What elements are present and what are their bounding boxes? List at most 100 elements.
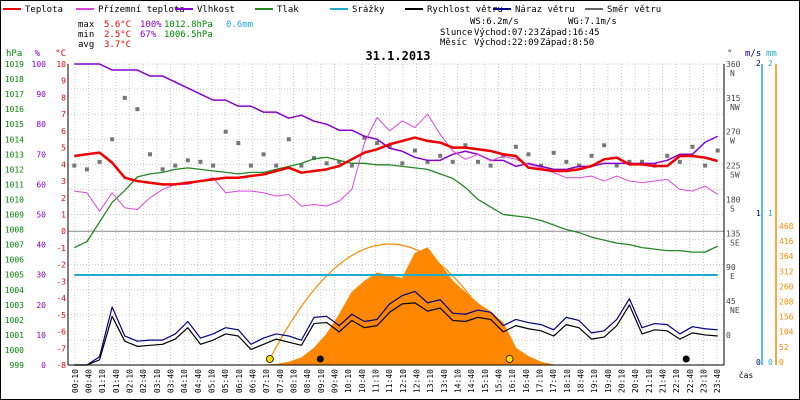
legend-label: Náraz větru <box>515 5 575 15</box>
wind-dir-point <box>223 129 228 134</box>
stats-rain: 0.6mm <box>226 20 253 30</box>
tick-pct: 40 <box>36 241 46 250</box>
tick-pct: 80 <box>36 120 46 129</box>
tick-hpa: 1018 <box>5 75 24 84</box>
wind-dir-point <box>551 150 556 155</box>
axis-title-pct: % <box>35 49 41 59</box>
x-tick-label: 03:10 <box>153 369 162 393</box>
sun-rise: Východ:07:23 <box>474 28 539 38</box>
tick-wm: 52 <box>779 343 789 352</box>
x-tick-label: 07:40 <box>276 369 285 393</box>
wind-dir-point <box>299 163 304 168</box>
tick-hpa: 1009 <box>5 211 24 220</box>
legend-label: Směr větru <box>607 5 661 15</box>
legend-label: Teplota <box>25 5 63 15</box>
wind-dir-point <box>286 137 291 142</box>
tick-deg: 180 <box>726 195 741 204</box>
tick-wm: 364 <box>779 252 794 261</box>
tick-hpa: 1008 <box>5 226 24 235</box>
wind-dir-point <box>589 153 594 158</box>
x-tick-label: 02:10 <box>126 369 135 393</box>
stats-temp: 3.7°C <box>104 40 131 50</box>
wind-dir-point <box>160 167 165 172</box>
tick-hpa: 1001 <box>5 331 24 340</box>
x-tick-label: 07:10 <box>262 369 271 393</box>
series-pressure <box>74 156 718 253</box>
wind-dir-point <box>248 163 253 168</box>
x-tick-label: 11:40 <box>385 369 394 393</box>
tick-c: 0 <box>61 227 66 236</box>
wind-dir-point <box>198 159 203 164</box>
tick-hpa: 1015 <box>5 120 24 129</box>
tick-deg: 45 <box>726 297 736 306</box>
wind-dir-point <box>677 159 682 164</box>
wind-dir-point <box>690 144 695 149</box>
x-tick-label: 12:10 <box>399 369 408 393</box>
x-tick-label: 23:10 <box>700 369 709 393</box>
wind-dir-point <box>324 161 329 166</box>
x-tick-label: 08:10 <box>290 369 299 393</box>
tick-c: -8 <box>56 361 66 370</box>
tick-ms: 2 <box>756 59 761 68</box>
tick-deg: 270 <box>726 128 741 137</box>
legend-item: Náraz větru <box>493 5 575 15</box>
x-tick-label: 17:10 <box>536 369 545 393</box>
x-tick-label: 11:10 <box>372 369 381 393</box>
tick-wm: 468 <box>779 222 794 231</box>
tick-dir: W <box>730 137 735 146</box>
tick-hpa: 1011 <box>5 180 24 189</box>
x-tick-label: 18:40 <box>577 369 586 393</box>
x-tick-label: 22:10 <box>672 369 681 393</box>
wind-dir-point <box>72 163 77 168</box>
wind-dir-point <box>185 158 190 163</box>
tick-ms: 0 <box>756 358 761 367</box>
tick-wm: 312 <box>779 267 794 276</box>
tick-c: -7 <box>56 344 66 353</box>
tick-c: 2 <box>61 194 66 203</box>
wind-dir-point <box>412 148 417 153</box>
wind-dir-point <box>211 163 216 168</box>
tick-hpa: 1016 <box>5 105 24 114</box>
legend-label: Přízemní teplota <box>98 5 185 15</box>
sun-label: Slunce <box>440 28 473 38</box>
tick-c: 9 <box>61 77 66 86</box>
wind-dir-point <box>84 167 89 172</box>
wind-dir-point <box>564 159 569 164</box>
tick-wm: 208 <box>779 298 794 307</box>
sun-arc <box>269 243 511 360</box>
x-tick-label: 16:40 <box>522 369 531 393</box>
tick-hpa: 1019 <box>5 60 24 69</box>
x-axis-label: čas <box>739 370 754 380</box>
sunrise-marker <box>265 355 274 363</box>
moon-set: Západ:8:50 <box>540 38 594 48</box>
sun-set: Západ:16:45 <box>540 28 600 38</box>
tick-c: -2 <box>56 261 66 270</box>
wind-dir-point <box>148 152 152 157</box>
tick-hpa: 1012 <box>5 165 24 174</box>
x-tick-label: 19:10 <box>590 369 599 393</box>
wind-dir-point <box>349 163 354 168</box>
tick-hpa: 1014 <box>5 135 24 144</box>
stats-label: avg <box>78 40 94 50</box>
tick-deg: 90 <box>726 263 736 272</box>
axis-title-hpa: hPa <box>6 49 22 59</box>
tick-dir: S <box>730 204 735 213</box>
wind-dir-point <box>576 163 581 168</box>
stats-label: min <box>78 30 94 40</box>
x-tick-label: 20:10 <box>618 369 627 393</box>
wind-dir-point <box>463 143 468 148</box>
tick-pct: 70 <box>36 150 46 159</box>
wind-dir-point <box>513 144 518 149</box>
x-tick-label: 23:40 <box>713 369 722 393</box>
tick-dir: NE <box>730 306 740 315</box>
tick-deg: 135 <box>726 229 741 238</box>
x-tick-label: 04:40 <box>194 369 203 393</box>
tick-ms: 1 <box>756 209 761 218</box>
x-tick-label: 21:40 <box>659 369 668 393</box>
legend-label: Tlak <box>277 5 299 15</box>
x-tick-label: 06:40 <box>249 369 258 393</box>
x-tick-label: 17:40 <box>549 369 558 393</box>
x-tick-label: 12:40 <box>413 369 422 393</box>
x-tick-label: 19:40 <box>604 369 613 393</box>
tick-pct: 90 <box>36 90 46 99</box>
